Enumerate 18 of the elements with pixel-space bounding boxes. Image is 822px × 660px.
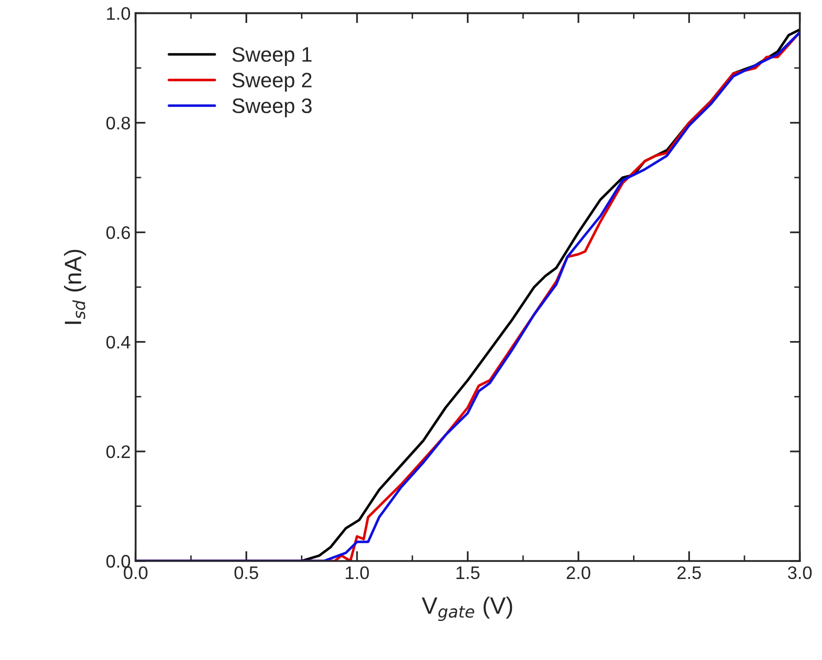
y-tick-label: 0.2 xyxy=(106,445,130,458)
y-tick-label: 1.0 xyxy=(107,7,130,20)
y-tick-label: 0.4 xyxy=(106,336,130,349)
x-tick-label: 3.0 xyxy=(788,566,812,580)
x-tick-label: 2.5 xyxy=(677,566,701,580)
x-tick-label: 2.0 xyxy=(566,566,590,580)
legend-label: Sweep 1 xyxy=(232,47,312,66)
x-tick-label: 1.0 xyxy=(346,566,369,580)
x-tick-label: 1.5 xyxy=(456,566,480,580)
y-tick-label: 0.8 xyxy=(106,116,130,130)
x-tick-label: 0.0 xyxy=(124,566,148,580)
y-axis-title: I$_{sd}$ (nA) xyxy=(64,250,86,324)
x-axis-title: V$_{gate}$ (V) xyxy=(422,596,512,622)
legend-label: Sweep 2 xyxy=(232,72,312,92)
y-tick-label: 0.0 xyxy=(106,554,130,568)
x-tick-label: 0.5 xyxy=(234,566,258,580)
legend-label: Sweep 3 xyxy=(232,98,312,118)
y-tick-label: 0.6 xyxy=(106,226,130,240)
